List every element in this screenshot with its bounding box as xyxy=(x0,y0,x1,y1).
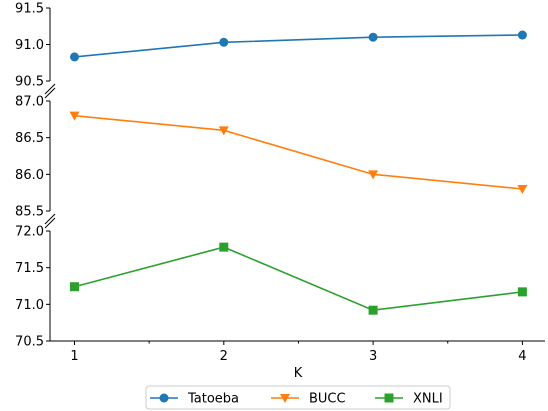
x-tick-label: 1 xyxy=(70,349,78,364)
legend-marker xyxy=(280,394,290,403)
data-point-bucc xyxy=(218,126,229,136)
y-tick-label: 86.0 xyxy=(15,168,44,183)
legend-marker xyxy=(159,393,169,403)
data-point-tatoeba xyxy=(368,32,378,42)
data-point-bucc xyxy=(69,111,80,121)
legend-entry-bucc: BUCC xyxy=(271,392,346,407)
legend-label: XNLI xyxy=(413,392,443,407)
panel-top: 90.5 91.0 91.5 xyxy=(15,2,527,95)
axis-break-mark xyxy=(44,213,56,225)
y-tick-label: 85.5 xyxy=(15,205,44,220)
panel-bottom: 70.5 71.0 71.5 72.0 1 2 3 4 K xyxy=(15,217,545,381)
legend-entry-tatoeba: Tatoeba xyxy=(150,392,239,407)
data-point-xnli xyxy=(517,287,527,297)
y-tick-label: 71.5 xyxy=(15,261,44,276)
axis-break-mark xyxy=(44,83,56,95)
data-point-xnli xyxy=(70,282,79,292)
legend-label: Tatoeba xyxy=(187,392,239,407)
y-tick-label: 90.5 xyxy=(15,75,44,90)
data-point-bucc xyxy=(517,185,528,194)
series-line-xnli xyxy=(74,246,523,312)
axis-break-mark xyxy=(44,217,56,229)
y-tick-label: 86.5 xyxy=(15,131,44,146)
data-point-xnli xyxy=(219,242,229,252)
data-point-bucc xyxy=(368,170,379,180)
axis-break-mark xyxy=(44,87,56,99)
y-tick-label: 71.0 xyxy=(15,298,44,313)
data-point-tatoeba xyxy=(219,37,229,47)
y-tick-label: 72.0 xyxy=(15,225,44,240)
data-point-tatoeba xyxy=(70,52,79,62)
data-point-xnli xyxy=(368,305,378,315)
x-axis-label: K xyxy=(294,366,303,381)
data-point-tatoeba xyxy=(517,30,527,40)
y-tick-label: 87.0 xyxy=(15,95,44,110)
y-tick-label: 70.5 xyxy=(15,335,44,350)
series-line-tatoeba xyxy=(74,34,523,58)
x-tick-label: 2 xyxy=(220,349,228,364)
legend-marker xyxy=(384,393,394,403)
legend-label: BUCC xyxy=(309,392,346,407)
y-tick-label: 91.5 xyxy=(15,2,44,17)
panel-middle: 85.5 86.0 86.5 87.0 xyxy=(15,87,528,225)
x-tick-label: 3 xyxy=(369,349,377,364)
legend: Tatoeba BUCC XNLI xyxy=(145,385,451,410)
series-line-bucc xyxy=(74,114,523,190)
legend-entry-xnli: XNLI xyxy=(375,392,443,407)
x-tick-label: 4 xyxy=(518,349,526,364)
y-tick-label: 91.0 xyxy=(15,38,44,53)
